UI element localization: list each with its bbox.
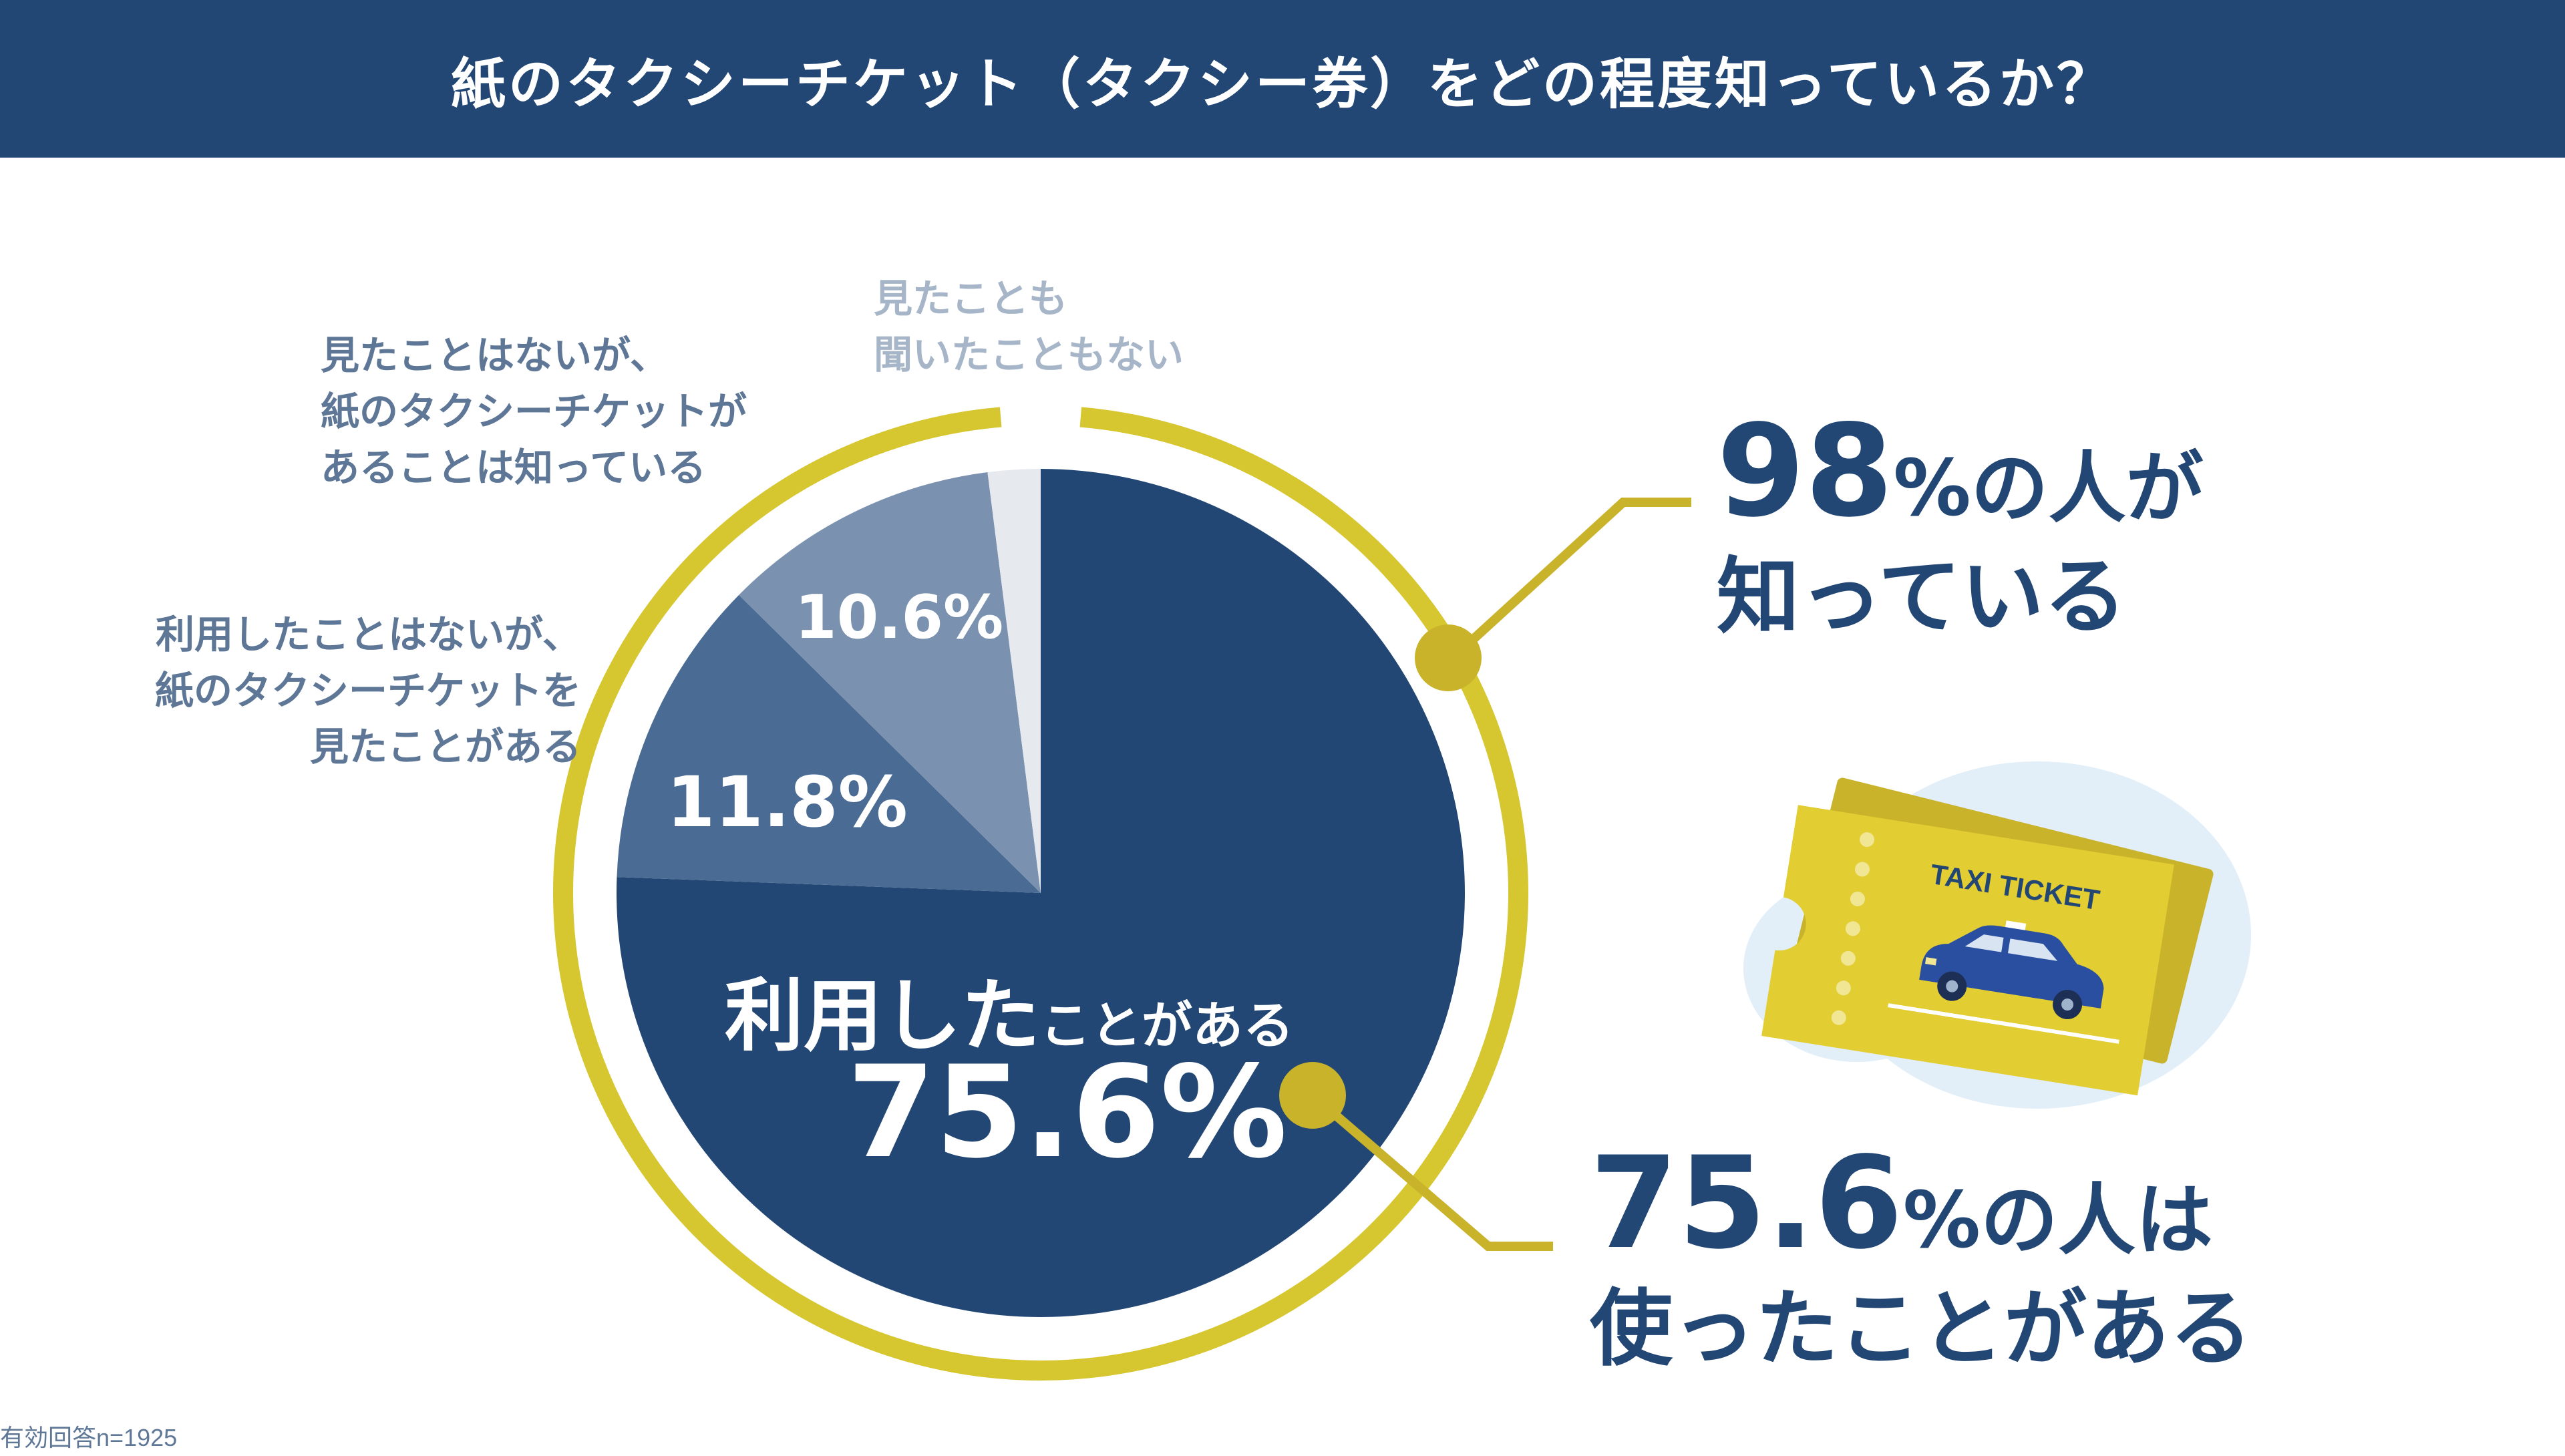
seg1-percent: 75.6% xyxy=(847,1039,1288,1186)
taxi-ticket-illustration: TAXI TICKET xyxy=(1743,761,2251,1109)
seg2-percent: 11.8% xyxy=(667,761,908,843)
seg4-outside-label: 見たことも 聞いたこともない xyxy=(874,276,1184,378)
seg1-label-big: 利用した xyxy=(725,970,1041,1062)
taxi-car-icon xyxy=(1919,920,2104,1020)
callout-top-number: 98 xyxy=(1717,397,1894,545)
pie-slice-2 xyxy=(617,594,1041,893)
title-banner: 紙のタクシーチケット（タクシー券）をどの程度知っているか？ xyxy=(0,0,2565,158)
seg3-percent: 10.6% xyxy=(795,582,1004,653)
sample-size-note: 有効回答n=1925 xyxy=(0,1424,178,1451)
callout-bottom-rest: %の人は xyxy=(1902,1175,2214,1266)
callout-leaders xyxy=(1279,498,1691,1251)
seg1-label-small: ことがある xyxy=(1040,996,1295,1055)
callout-bottom: 75.6%の人は 使ったことがある xyxy=(1590,1127,2252,1379)
callout-bottom-number: 75.6 xyxy=(1590,1129,1903,1277)
pie-slices xyxy=(617,469,1465,1317)
callout-top-line2: 知っている xyxy=(1717,549,2127,645)
callout-bottom-line2: 使ったことがある xyxy=(1590,1281,2253,1377)
seg2-outside-label: 利用したことはないが、 紙のタクシーチケットを 見たことがある xyxy=(154,612,581,770)
leader-dot-bottom xyxy=(1279,1062,1346,1129)
callout-top-rest: %の人が xyxy=(1893,443,2204,534)
pie-slice-4 xyxy=(987,469,1041,893)
seg3-outside-label: 見たことはないが、 紙のタクシーチケットが あることは知っている xyxy=(321,333,747,491)
callout-top: 98%の人が 知っている xyxy=(1717,395,2204,647)
seg1-label: 利用したことがある xyxy=(725,952,1294,1066)
pie-slice-3 xyxy=(739,472,1041,893)
leader-dot-top xyxy=(1415,624,1482,691)
page-title: 紙のタクシーチケット（タクシー券）をどの程度知っているか？ xyxy=(451,52,2114,116)
